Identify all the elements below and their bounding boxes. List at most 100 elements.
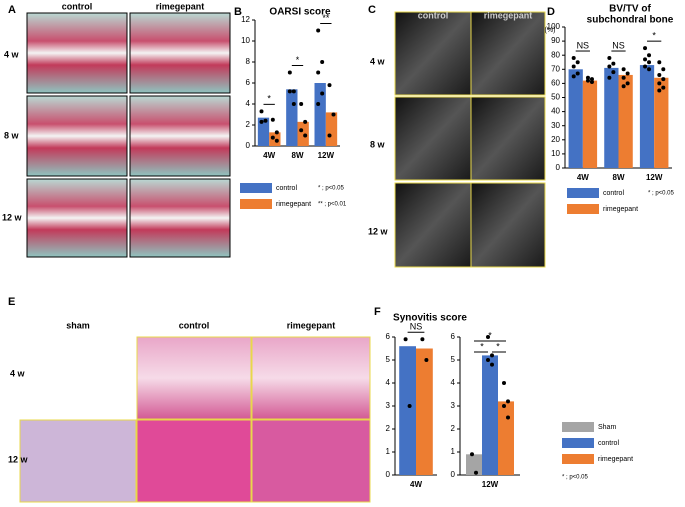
data-point [657,88,662,93]
significance-label: * [296,55,300,65]
bar [498,401,514,475]
legend-label: control [276,185,297,192]
data-point [327,133,332,138]
y-tick-label: 6 [386,332,391,341]
significance-label: * [480,341,484,351]
y-tick-label: 0 [451,470,456,479]
y-tick-label: 70 [551,64,560,73]
data-point [621,84,626,89]
data-point [585,75,590,80]
panel-label: C [368,4,376,16]
data-point [647,60,652,65]
y-tick-label: 20 [551,135,560,144]
data-point [316,102,321,106]
data-point [490,353,494,358]
data-point [611,61,616,66]
row-label: 12 w [2,212,23,222]
data-point [287,70,292,75]
ct-image [470,182,546,268]
data-point [502,404,506,408]
histology-image [129,178,231,258]
legend-label: rimegepant [598,456,633,463]
significance-label: * [652,31,656,41]
panel-e-images [19,336,371,503]
panel-label: B [234,6,242,18]
y-tick-label: 2 [451,424,456,433]
y-tick-label: 10 [241,36,250,45]
x-tick-label: 8W [292,151,304,160]
x-tick-label: 12W [318,151,335,160]
legend-swatch [562,422,594,432]
data-point [299,102,304,106]
y-tick-label: 6 [246,78,251,87]
y-tick-label: 8 [246,57,251,66]
x-tick-label: 12W [482,480,499,489]
histology-image [129,95,231,177]
data-point [486,358,490,362]
legend-label: control [603,190,624,197]
y-tick-label: 100 [547,22,561,31]
data-point [502,381,506,385]
legend-swatch [567,188,599,198]
y-tick-label: 6 [451,332,456,341]
data-point [571,64,576,69]
data-point [274,138,279,143]
data-point [470,452,474,457]
row-label: 4 w [10,368,26,378]
bar [639,65,655,168]
bar [466,454,482,475]
y-tick-label: 5 [386,355,391,364]
panel-label: E [8,296,15,308]
histology-image [26,95,128,177]
histology-image [136,336,252,420]
bar [257,117,270,146]
data-point [661,77,666,82]
legend-label: rimegepant [276,201,311,208]
x-tick-label: 4W [577,173,589,182]
data-point [259,119,264,124]
panel-label: A [8,4,16,16]
x-tick-label: 8W [613,173,625,182]
histology-image [26,12,128,94]
significance-label: NS [612,40,625,50]
column-label: rimegepant [484,10,533,20]
chart-title: subchondral bone [587,15,674,26]
y-tick-label: 40 [551,107,560,116]
y-tick-label: 1 [386,447,391,456]
panel-label: F [374,306,381,318]
histology-image [251,419,371,503]
data-point [585,78,590,83]
y-axis-label: (%) [545,27,556,34]
data-point [270,135,275,140]
data-point [506,399,510,404]
data-point [420,337,425,342]
data-point [607,64,612,69]
data-point [474,470,478,475]
y-tick-label: 4 [451,378,456,387]
significance-label: * [488,330,492,340]
significance-label: ** [322,13,330,23]
data-point [589,77,594,82]
legend-label: rimegepant [603,206,638,213]
data-point [611,70,616,75]
x-tick-label: 12W [646,173,663,182]
y-tick-label: 4 [386,378,391,387]
legend-label: Sham [598,424,616,431]
bar [482,355,498,475]
row-label: 12 w [8,454,29,464]
histology-image [251,336,371,420]
significance-label: * [267,94,271,104]
histology-image [19,419,137,503]
y-tick-label: 50 [551,93,560,102]
data-point [575,71,580,76]
data-point [486,335,490,339]
legend-swatch [562,438,594,448]
data-point [657,60,662,65]
data-point [643,46,648,51]
significance-label: NS [410,322,423,332]
data-point [643,57,648,62]
ct-image [470,11,546,96]
y-tick-label: 0 [246,141,251,150]
bar [269,132,281,146]
